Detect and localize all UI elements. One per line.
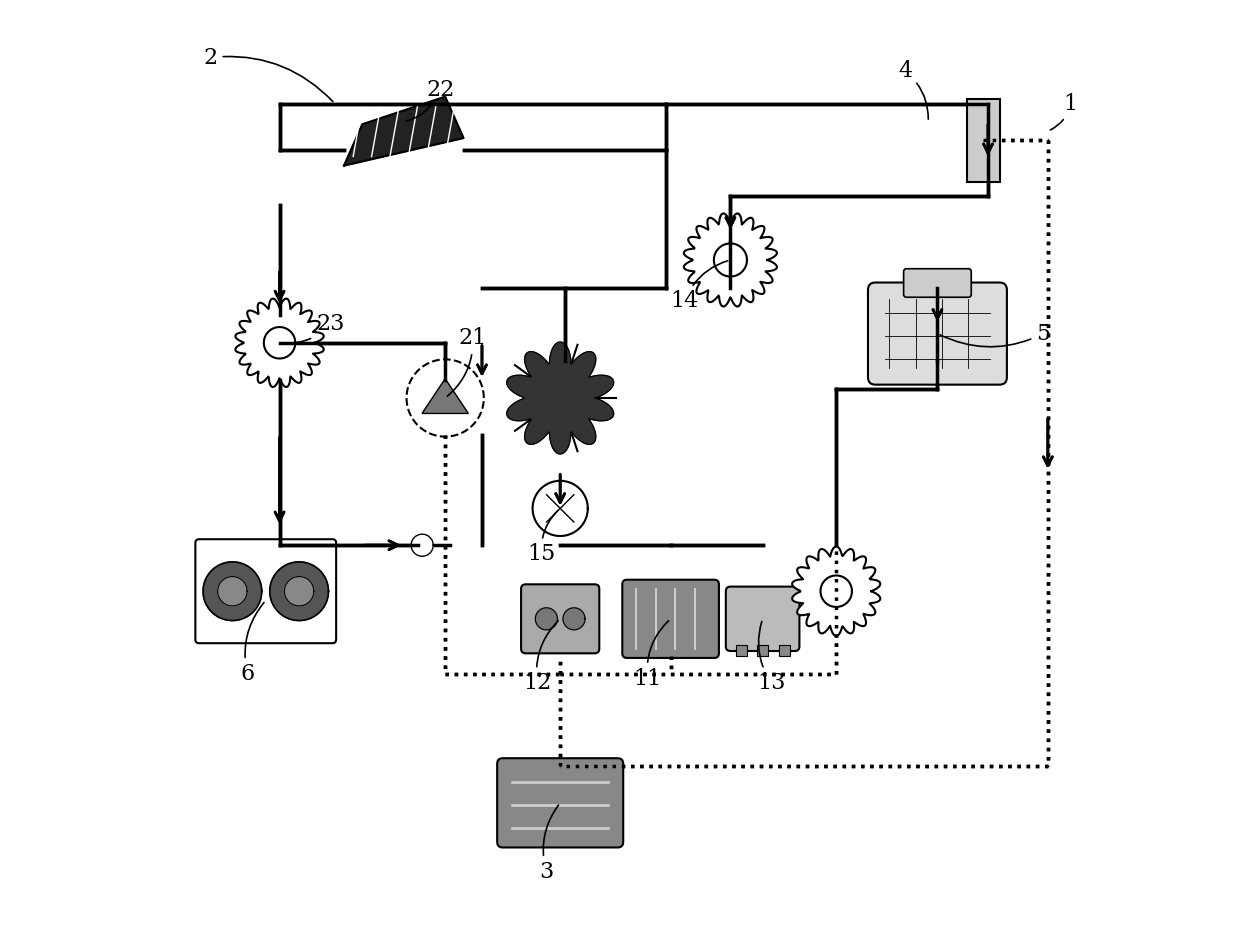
Polygon shape [407,360,484,436]
Text: 13: 13 [758,621,786,694]
Polygon shape [684,214,777,306]
Polygon shape [792,546,880,636]
Polygon shape [563,608,585,630]
Text: 15: 15 [528,510,558,565]
FancyBboxPatch shape [622,580,719,658]
FancyBboxPatch shape [497,758,624,847]
Polygon shape [533,481,588,536]
Polygon shape [236,299,324,387]
Polygon shape [412,534,433,557]
FancyBboxPatch shape [868,282,1007,385]
Polygon shape [270,562,329,620]
Text: 23: 23 [283,314,345,344]
Polygon shape [343,96,464,165]
Text: 2: 2 [203,47,332,102]
Polygon shape [536,608,558,630]
Polygon shape [284,576,314,606]
Bar [967,99,999,182]
Text: 11: 11 [634,621,668,689]
Text: 4: 4 [898,61,929,120]
Polygon shape [507,342,614,454]
Text: 3: 3 [539,805,558,883]
Text: 1: 1 [1050,92,1078,130]
Bar [758,644,768,656]
Text: 12: 12 [523,621,558,694]
Text: 22: 22 [407,78,455,121]
Polygon shape [422,378,469,414]
Text: 21: 21 [448,327,487,396]
Polygon shape [218,576,247,606]
Polygon shape [203,562,262,620]
Bar [779,644,790,656]
FancyBboxPatch shape [904,269,971,297]
Text: 14: 14 [671,261,728,312]
Bar [735,644,746,656]
FancyBboxPatch shape [521,585,599,653]
FancyBboxPatch shape [725,587,800,651]
Text: 5: 5 [940,322,1050,347]
Text: 6: 6 [241,602,264,685]
